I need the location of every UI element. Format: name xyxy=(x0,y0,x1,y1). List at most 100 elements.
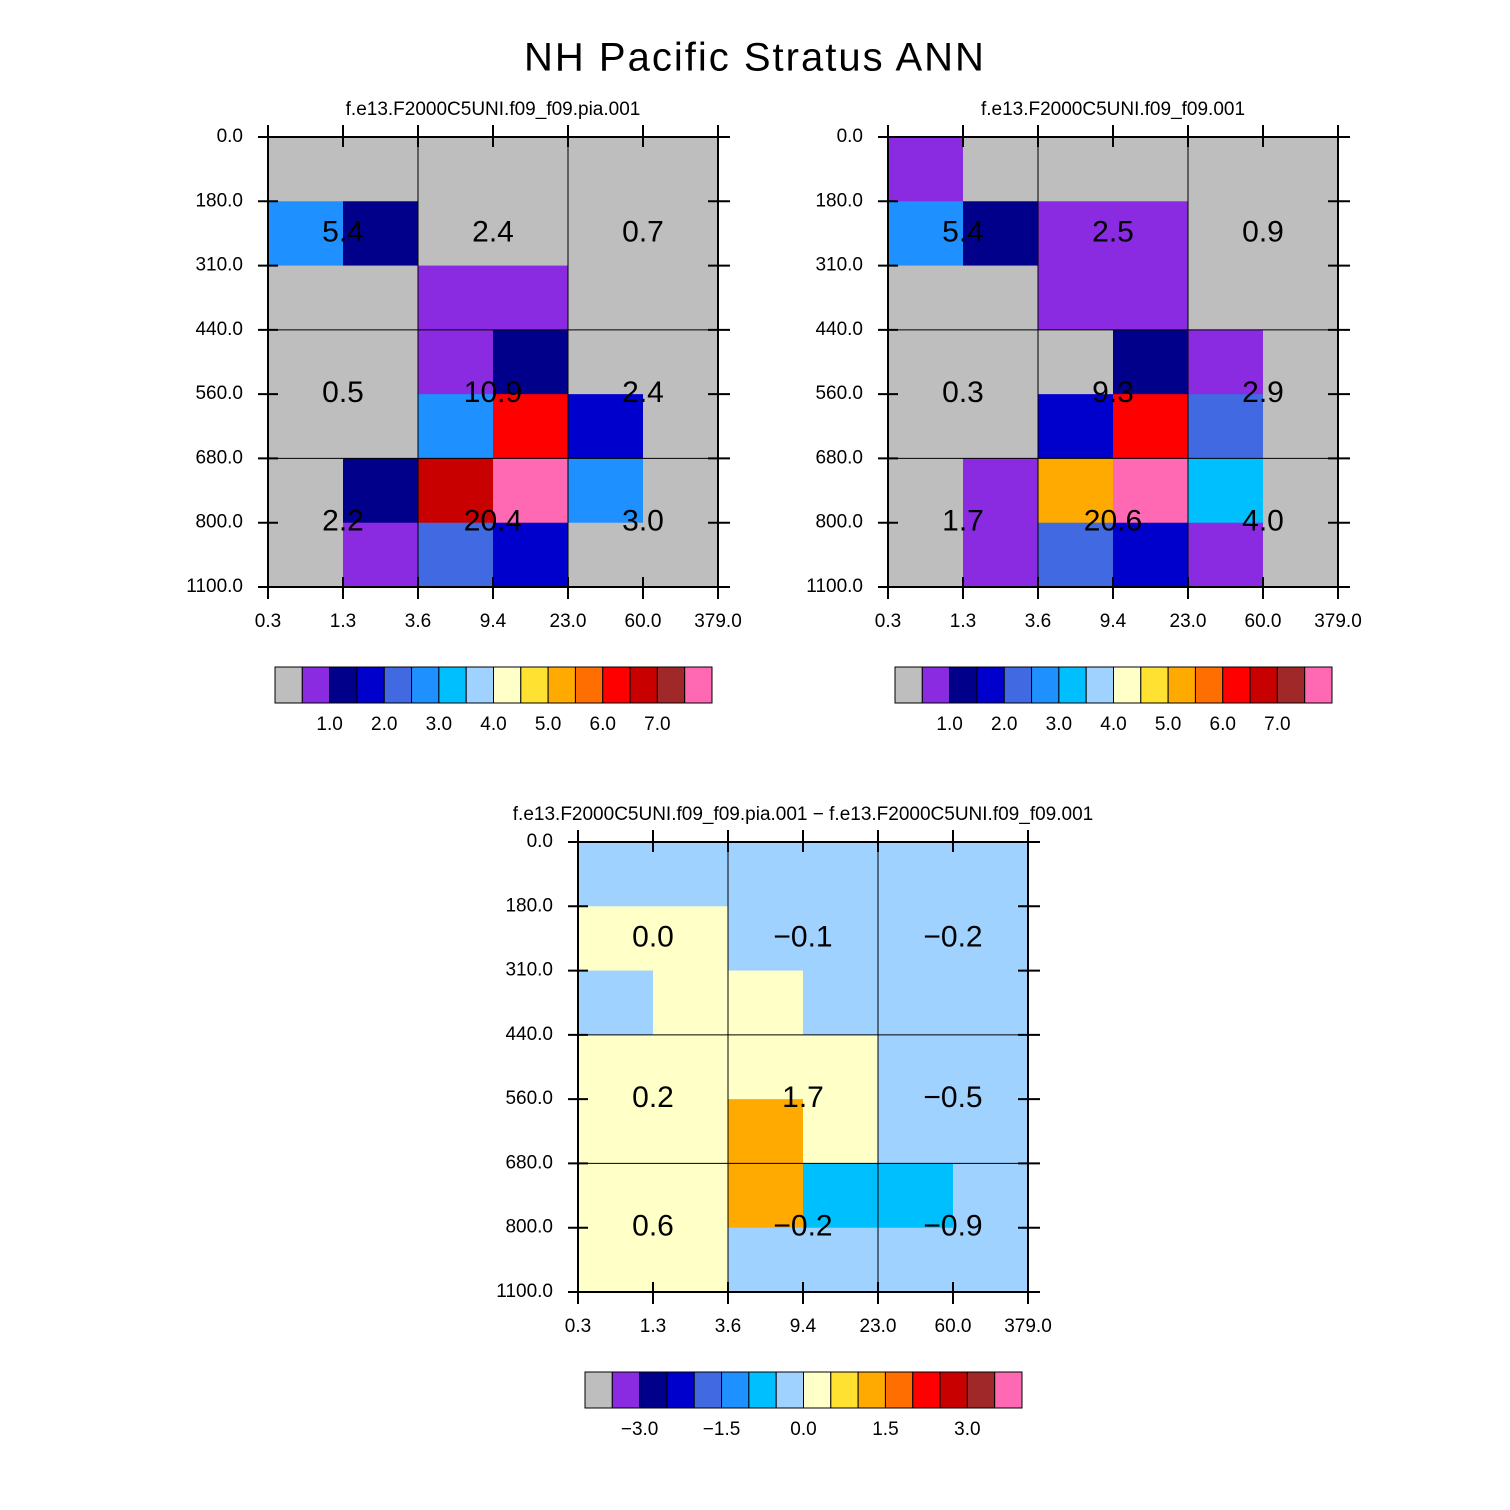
cell xyxy=(963,522,1039,588)
colorbar-box xyxy=(383,666,413,704)
y-tick-label: 560.0 xyxy=(505,1088,553,1109)
cell xyxy=(1113,458,1189,524)
colorbar-box xyxy=(520,666,549,704)
cell xyxy=(578,1227,654,1293)
cell xyxy=(953,1163,1029,1229)
block-value: −0.1 xyxy=(773,920,832,953)
colorbar-box xyxy=(1085,666,1114,704)
y-tick-label: 310.0 xyxy=(815,255,863,276)
block-value: 1.7 xyxy=(782,1081,824,1114)
colorbar-box xyxy=(684,666,713,704)
block-value: −0.5 xyxy=(923,1081,982,1114)
colorbar-tick-label: 3.0 xyxy=(1046,714,1072,735)
colorbar-tick-label: 1.0 xyxy=(936,714,962,735)
colorbar-tick-label: 2.0 xyxy=(371,714,397,735)
block-value: 5.4 xyxy=(322,215,364,248)
cell xyxy=(1113,137,1189,202)
colorbar-tick-label: 4.0 xyxy=(1100,714,1126,735)
colorbar-tick-label: 6.0 xyxy=(590,714,616,735)
cell xyxy=(343,137,419,202)
cell xyxy=(1188,329,1264,395)
cell xyxy=(493,265,569,331)
colorbar-box xyxy=(411,666,440,704)
cell xyxy=(568,265,644,331)
block-value: 0.7 xyxy=(622,215,664,248)
cell xyxy=(653,906,729,972)
cell xyxy=(568,137,644,202)
cell xyxy=(578,842,654,907)
x-tick-label: 1.3 xyxy=(950,611,976,632)
cell xyxy=(963,137,1039,202)
cell xyxy=(343,265,419,331)
colorbar-tick-label: 3.0 xyxy=(954,1419,980,1440)
cell xyxy=(803,1227,879,1293)
cell xyxy=(953,1099,1029,1164)
colorbar-box xyxy=(994,1371,1023,1409)
cell xyxy=(578,970,654,1036)
y-tick-label: 180.0 xyxy=(195,190,243,211)
x-tick-label: 379.0 xyxy=(1004,1316,1052,1337)
colorbar-box xyxy=(1249,666,1278,704)
block-value: 2.9 xyxy=(1242,376,1284,409)
cell xyxy=(343,522,419,588)
figure-title: NH Pacific Stratus ANN xyxy=(524,36,986,80)
cell xyxy=(653,1034,729,1100)
cell xyxy=(493,329,569,395)
colorbar-box xyxy=(921,666,951,704)
colorbar-box xyxy=(1140,666,1169,704)
cell xyxy=(728,842,804,907)
colorbar-box xyxy=(884,1371,914,1409)
cell xyxy=(1188,137,1264,202)
cell xyxy=(878,970,954,1036)
colorbar-tick-label: 7.0 xyxy=(1264,714,1290,735)
cell xyxy=(803,1099,879,1164)
colorbar-box xyxy=(574,666,604,704)
y-tick-label: 440.0 xyxy=(505,1024,553,1045)
colorbar-tick-label: −3.0 xyxy=(621,1419,659,1440)
colorbar-tick-label: 0.0 xyxy=(790,1419,816,1440)
cell xyxy=(653,842,729,907)
colorbar-box xyxy=(629,666,658,704)
cell xyxy=(493,394,569,459)
cell xyxy=(1113,265,1189,331)
cell xyxy=(1038,265,1114,331)
cell xyxy=(728,1099,804,1164)
colorbar-box xyxy=(438,666,467,704)
y-tick-label: 800.0 xyxy=(195,512,243,533)
cell xyxy=(888,458,964,524)
block-value: 0.9 xyxy=(1242,215,1284,248)
colorbar-box xyxy=(894,666,923,704)
colorbar-box xyxy=(693,1371,723,1409)
colorbar-box xyxy=(1167,666,1196,704)
cell xyxy=(578,1034,654,1100)
y-tick-label: 560.0 xyxy=(195,383,243,404)
colorbar-box xyxy=(656,666,686,704)
cell xyxy=(953,970,1029,1036)
x-tick-label: 3.6 xyxy=(1025,611,1051,632)
cell xyxy=(1038,201,1114,267)
colorbar-box xyxy=(329,666,358,704)
colorbar-box xyxy=(493,666,522,704)
colorbar-box xyxy=(1058,666,1087,704)
cell xyxy=(493,201,569,267)
cell xyxy=(653,970,729,1036)
block-value: 0.2 xyxy=(632,1081,674,1114)
cell xyxy=(1263,394,1339,459)
cell xyxy=(803,1163,879,1229)
y-tick-label: 800.0 xyxy=(815,512,863,533)
cell xyxy=(888,522,964,588)
cell xyxy=(268,458,344,524)
block-value: 5.4 xyxy=(942,215,984,248)
cell xyxy=(803,906,879,972)
x-tick-label: 0.3 xyxy=(565,1316,591,1337)
y-tick-label: 1100.0 xyxy=(806,576,863,597)
cell xyxy=(568,394,644,459)
cell xyxy=(728,1163,804,1229)
cell xyxy=(418,201,494,267)
cell xyxy=(1113,329,1189,395)
cell xyxy=(803,970,879,1036)
colorbar-box xyxy=(1031,666,1060,704)
y-tick-label: 310.0 xyxy=(505,960,553,981)
cell xyxy=(1263,458,1339,524)
y-tick-label: 0.0 xyxy=(217,126,243,147)
